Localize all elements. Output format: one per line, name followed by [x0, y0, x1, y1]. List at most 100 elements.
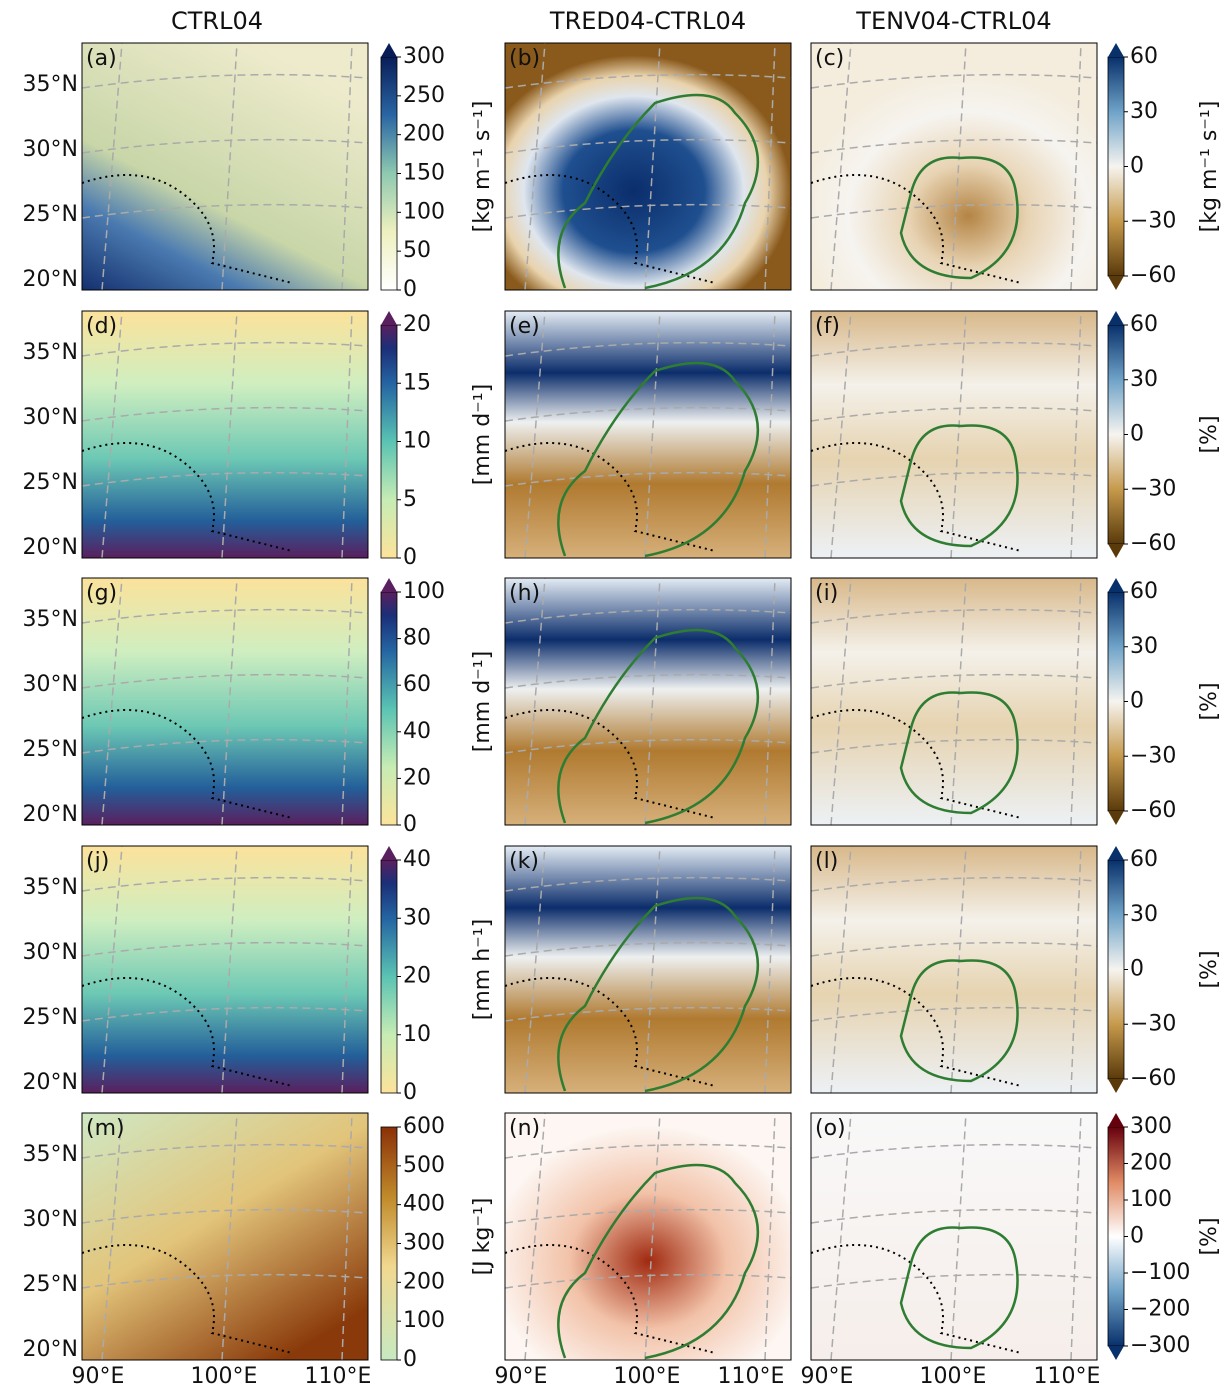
colorbar-tick-label: 150 [403, 161, 445, 186]
map-panel [505, 1113, 791, 1360]
colorbar-tick-label: 300 [403, 1231, 445, 1256]
colorbar-extend [1108, 846, 1124, 860]
colorbar [1108, 860, 1124, 1079]
map-panel [505, 578, 791, 825]
colorbar-tick-label: 10 [403, 1022, 431, 1047]
map-panel [82, 1113, 368, 1360]
colorbar-tick-label: 0 [1130, 957, 1144, 982]
lat-tick-label: 25°N [23, 202, 78, 227]
colorbar-extend [1108, 578, 1124, 592]
colorbar-extend [381, 846, 397, 860]
colorbar-tick-label: 0 [403, 1347, 417, 1372]
lat-tick-label: 30°N [23, 405, 78, 430]
lat-tick-label: 20°N [23, 267, 78, 292]
lat-tick-label: 25°N [23, 1272, 78, 1297]
lat-tick-label: 25°N [23, 1005, 78, 1030]
colorbar [381, 592, 397, 825]
colorbar-tick-label: 20 [403, 312, 431, 337]
colorbar-tick-label: 0 [403, 545, 417, 570]
panel-label: (i) [815, 581, 838, 606]
colorbar-tick-label: 300 [403, 44, 445, 69]
colorbar-extend [381, 311, 397, 325]
panel-label: (k) [509, 849, 539, 874]
colorbar-tick-label: 300 [1130, 1114, 1172, 1139]
colorbar-tick-label: 50 [403, 238, 431, 263]
colorbar-tick-label: −200 [1130, 1297, 1190, 1322]
column-title: CTRL04 [171, 7, 263, 35]
colorbar-tick-label: 30 [1130, 902, 1158, 927]
colorbar-tick-label: −30 [1130, 743, 1176, 768]
colorbar-unit: [mm h⁻¹] [470, 919, 495, 1020]
map-panel [505, 43, 791, 290]
colorbar-tick-label: 40 [403, 719, 431, 744]
colorbar-tick-label: 0 [1130, 422, 1144, 447]
colorbar-tick-label: 0 [403, 812, 417, 837]
colorbar-tick-label: 100 [403, 579, 445, 604]
colorbar-tick-label: −60 [1130, 798, 1176, 823]
panel-label: (g) [86, 581, 117, 606]
lon-tick-label: 90°E [72, 1364, 125, 1388]
map-panel [811, 578, 1097, 825]
colorbar-tick-label: 100 [403, 1308, 445, 1333]
panel-label: (e) [509, 314, 540, 339]
colorbar-tick-label: 200 [403, 1269, 445, 1294]
lat-tick-label: 25°N [23, 470, 78, 495]
colorbar-tick-label: 200 [403, 122, 445, 147]
colorbar-tick-label: −30 [1130, 1011, 1176, 1036]
colorbar [1108, 592, 1124, 811]
panel-label: (a) [86, 46, 117, 71]
colorbar-extend [1108, 1079, 1124, 1093]
colorbar-tick-label: 30 [1130, 634, 1158, 659]
colorbar-unit: [%] [1197, 1217, 1222, 1255]
lat-tick-label: 35°N [23, 72, 78, 97]
colorbar-unit: [mm d⁻¹] [470, 384, 495, 485]
colorbar-unit: [mm d⁻¹] [470, 651, 495, 752]
colorbar-tick-label: 0 [403, 1080, 417, 1105]
lat-tick-label: 30°N [23, 137, 78, 162]
colorbar-extend [1108, 276, 1124, 290]
colorbar-tick-label: −30 [1130, 476, 1176, 501]
colorbar-tick-label: 60 [1130, 312, 1158, 337]
colorbar-tick-label: 0 [1130, 1224, 1144, 1249]
panel-label: (b) [509, 46, 540, 71]
colorbar [1108, 57, 1124, 276]
lat-tick-label: 20°N [23, 535, 78, 560]
lon-tick-label: 110°E [1034, 1364, 1101, 1388]
lat-tick-label: 30°N [23, 1207, 78, 1232]
colorbar-extend [381, 43, 397, 57]
colorbar [381, 860, 397, 1093]
lat-tick-label: 25°N [23, 737, 78, 762]
lon-tick-label: 100°E [920, 1364, 987, 1388]
colorbar-tick-label: 0 [1130, 689, 1144, 714]
panel-label: (j) [86, 849, 109, 874]
colorbar-tick-label: 20 [403, 964, 431, 989]
map-panel [811, 311, 1097, 558]
colorbar-tick-label: 60 [1130, 44, 1158, 69]
map-panel [505, 846, 791, 1093]
colorbar-tick-label: 20 [403, 765, 431, 790]
column-title: TRED04-CTRL04 [549, 7, 746, 35]
colorbar-tick-label: 250 [403, 83, 445, 108]
colorbar-tick-label: 15 [403, 370, 431, 395]
colorbar-tick-label: −100 [1130, 1260, 1190, 1285]
map-panel [811, 846, 1097, 1093]
colorbar-tick-label: 5 [403, 487, 417, 512]
colorbar [381, 57, 397, 290]
lon-tick-label: 110°E [718, 1364, 785, 1388]
colorbar-tick-label: −60 [1130, 263, 1176, 288]
colorbar-tick-label: 60 [403, 672, 431, 697]
colorbar [1108, 325, 1124, 544]
lat-tick-label: 30°N [23, 672, 78, 697]
column-title: TENV04-CTRL04 [855, 7, 1051, 35]
colorbar-unit: [kg m⁻¹ s⁻¹] [1197, 101, 1222, 233]
map-panel [82, 578, 368, 825]
colorbar-unit: [J kg⁻¹] [470, 1198, 495, 1276]
colorbar-extend [1108, 311, 1124, 325]
lon-tick-label: 100°E [614, 1364, 681, 1388]
lon-tick-label: 100°E [191, 1364, 258, 1388]
colorbar-tick-label: −60 [1130, 1066, 1176, 1091]
colorbar-tick-label: 200 [1130, 1151, 1172, 1176]
colorbar-extend [1108, 1113, 1124, 1127]
lon-tick-label: 90°E [801, 1364, 854, 1388]
lon-tick-label: 110°E [305, 1364, 372, 1388]
